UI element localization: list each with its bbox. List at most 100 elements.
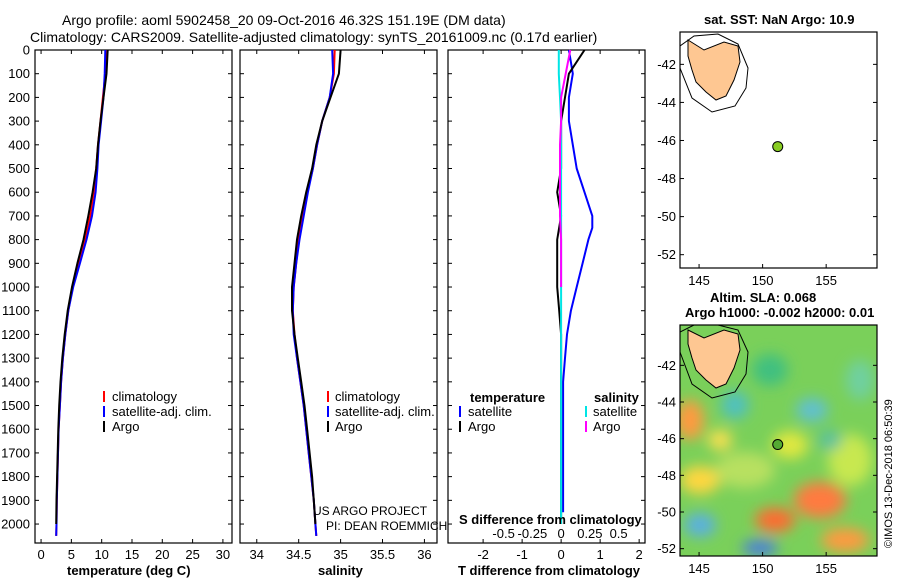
depth-tick-label: 1500 [1,398,30,413]
map-y-tick-label: -52 [657,247,676,262]
series-line-climatology [291,49,336,536]
sla-shelf-contour [680,325,749,399]
salinity-panel: 34 34.5 35 35.5 36 salinity climatology sate… [239,49,447,578]
project-annotation: US ARGO PROJECT [313,504,428,518]
difference-panel: -2 -1 0 1 2 -0.5 -0.25 0 0.25 0.5 T difference f… [447,49,646,578]
x-tick-label: 10 [94,547,108,562]
t-difference-x-ticks: -2 -1 0 1 2 [477,50,643,562]
depth-tick-label: 900 [8,256,30,271]
legend-label-climatology: climatology [335,389,401,404]
map-y-tick-label: -48 [657,171,676,186]
temperature-plot-frame [34,49,233,544]
legend-swatch-climatology [103,391,105,402]
depth-tick-label: 1400 [1,374,30,389]
temperature-axis-label: temperature (deg C) [67,563,191,578]
map-y-tick-label: -42 [657,57,676,72]
x-tick-label: 15 [125,547,139,562]
temperature-series [55,49,109,536]
temperature-x-ticks: 0 5 10 15 20 25 30 [37,50,230,562]
series-line-argo [291,49,342,525]
sla-map-title: Altim. SLA: 0.068 [710,290,816,305]
depth-tick-label: 1700 [1,445,30,460]
map-x-tick-label: 155 [815,561,837,576]
legend-swatch-s-argo [585,421,587,432]
s-difference-axis-label: S difference from climatology [459,512,643,527]
depth-tick-label: 300 [8,114,30,129]
legend-label-argo: Argo [335,419,362,434]
x-tick-label: -2 [477,547,489,562]
depth-tick-label: 800 [8,232,30,247]
salinity-legend: climatology satellite-adj. clim. Argo [327,389,435,434]
sst-shelf-contour [680,33,749,113]
depth-tick-label: 2000 [1,517,30,532]
temperature-panel: 0100200300400500600700800900100011001200… [1,43,645,578]
depth-tick-label: 1000 [1,280,30,295]
difference-legend: temperature salinity satellite Argo sate… [459,390,640,434]
difference-series [556,49,594,524]
map-x-tick-label: 150 [752,561,774,576]
map-x-tick-label: 145 [688,273,710,288]
salinity-plot-frame [239,49,438,544]
map-x-tick-label: 145 [688,561,710,576]
depth-tick-label: 100 [8,66,30,81]
depth-tick-label: 0 [23,43,30,58]
depth-tick-label: 700 [8,208,30,223]
x-tick-label: 30 [216,547,230,562]
depth-tick-labels: 0 100 200 300 400 500 600 700 800 900 1000 1100 1200… [1,43,645,532]
depth-tick-label: 400 [8,137,30,152]
map-y-tick-label: -44 [657,395,676,410]
depth-tick-label: 500 [8,161,30,176]
title-line-1: Argo profile: aoml 5902458_20 09-Oct-201… [62,12,506,28]
x-tick-label: 2 [636,547,643,562]
map-y-tick-label: -52 [657,541,676,556]
legend-swatch-t-satellite [459,406,461,417]
tasmania-land [687,39,741,101]
tasmania-land [687,329,741,389]
x-tick-label: 35.5 [370,547,395,562]
depth-tick-label: 1100 [2,303,30,318]
copyright-note: ©IMOS 13-Dec-2018 06:50:39 [883,399,895,548]
x-tick-label: 0 [558,547,565,562]
x-tick-label: 34 [250,547,264,562]
x-tick-label: 36 [417,547,431,562]
salinity-x-ticks: 34 34.5 35 35.5 36 [250,50,432,562]
sst-map-title: sat. SST: NaN Argo: 10.9 [704,12,855,27]
legend-title-salinity: salinity [594,390,640,405]
title-line-2: Climatology: CARS2009. Satellite-adjuste… [30,29,598,45]
legend-title-temperature: temperature [470,390,545,405]
legend-label-s-argo: Argo [593,419,620,434]
series-line-climatology [55,49,107,536]
x-tick-label: -1 [516,547,528,562]
legend-swatch-satellite [103,406,105,417]
legend-swatch-satellite [327,406,329,417]
s-tick-label: 0 [558,526,565,541]
map-x-tick-label: 155 [815,273,837,288]
series-line-satellite-adj-clim- [291,49,335,536]
depth-tick-label: 200 [8,90,30,105]
s-difference-ticks: -0.5 -0.25 0 0.25 0.5 [492,526,627,541]
difference-plot-frame [447,49,646,544]
series-line-argo [55,49,109,525]
map-y-tick-label: -46 [657,431,676,446]
x-tick-label: 5 [68,547,75,562]
depth-tick-label: 1200 [1,327,30,342]
depth-tick-label: 600 [8,185,30,200]
salinity-series [291,49,342,536]
sla-map-frame [679,324,878,557]
s-tick-label: -0.25 [518,526,548,541]
sst-map-land [680,33,749,113]
map-y-tick-label: -50 [657,505,676,520]
legend-label-s-satellite: satellite [593,404,637,419]
sst-map-ticks: 145 150 155 -42 -44 -46 -48 -50 -52 [657,57,877,288]
x-tick-label: 35 [333,547,347,562]
salinity-axis-label: salinity [318,563,364,578]
x-tick-label: 34.5 [286,547,311,562]
legend-swatch-climatology [327,391,329,402]
sla-heatmap [680,325,877,556]
legend-swatch-argo [103,421,105,432]
series-line-satellite-adj-clim- [55,49,107,536]
map-y-tick-label: -50 [657,209,676,224]
map-x-tick-label: 150 [752,273,774,288]
s-tick-label: 0.5 [610,526,628,541]
depth-tick-label: 1800 [1,469,30,484]
